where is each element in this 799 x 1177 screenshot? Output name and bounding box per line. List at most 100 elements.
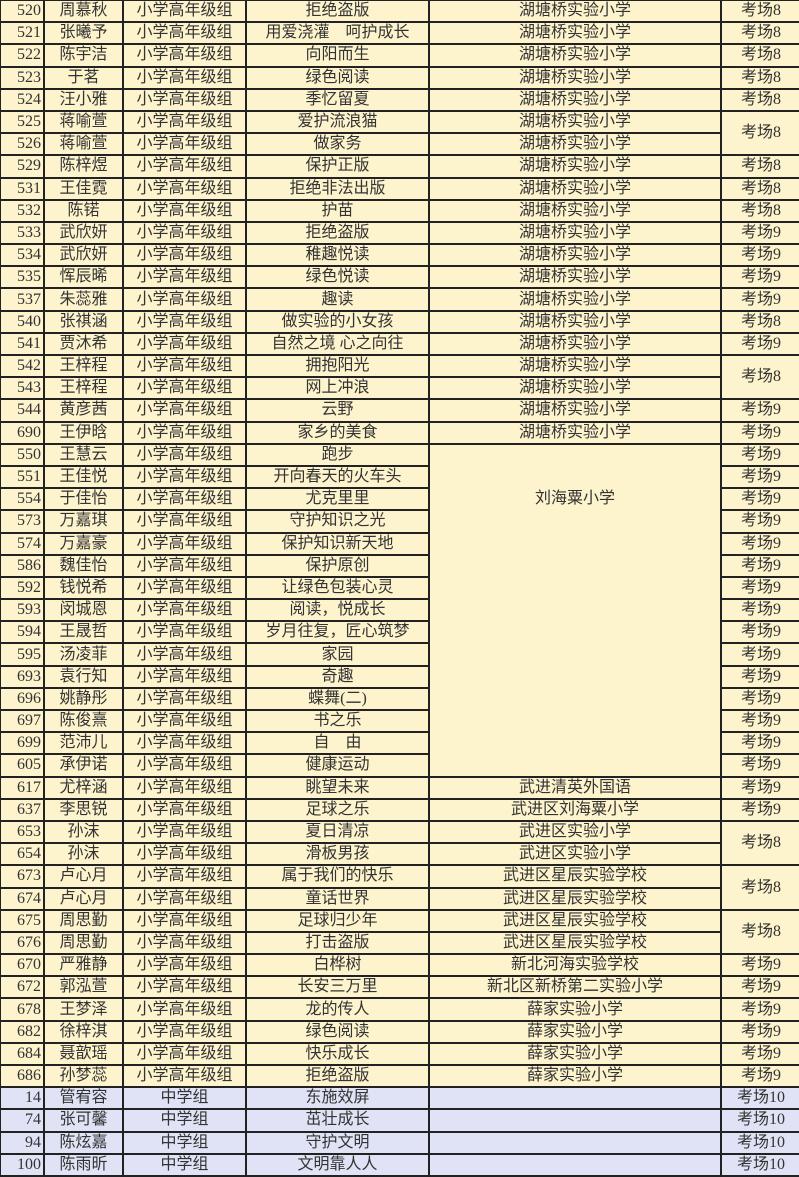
- student-name: 武欣妍: [43, 243, 124, 268]
- student-name: 魏佳怡: [43, 553, 124, 578]
- group-name: 小学高年级组: [122, 287, 247, 312]
- work-title: 足球之乐: [245, 797, 430, 822]
- student-name: 李思锐: [43, 797, 124, 822]
- table-row: 521 张曦予 小学高年级组 用爱浇灌 呵护成长 湖塘桥实验小学 考场8: [0, 21, 799, 46]
- school-name: [428, 576, 722, 600]
- exam-room: 考场8: [720, 176, 799, 201]
- entry-number: 542: [0, 353, 45, 379]
- work-title: 健康运动: [245, 753, 430, 778]
- entry-number: 586: [0, 553, 45, 578]
- group-name: 小学高年级组: [122, 132, 247, 157]
- table-row: 554 于佳怡 小学高年级组 尤克里里 刘海粟小学 考场9: [0, 487, 799, 512]
- entry-number: 637: [0, 797, 45, 822]
- exam-room: 考场8: [720, 154, 799, 179]
- table-row: 686 孙梦蕊 小学高年级组 拒绝盗版 薛家实验小学 考场9: [0, 1063, 799, 1089]
- school-name: 湖塘桥实验小学: [428, 198, 722, 223]
- student-name: 陈俊熹: [43, 708, 124, 734]
- group-name: 小学高年级组: [122, 1019, 247, 1044]
- entry-number: 540: [0, 309, 45, 334]
- group-name: 小学高年级组: [122, 420, 247, 445]
- work-title: 向阳而生: [245, 43, 430, 68]
- exam-room: 考场9: [720, 642, 799, 667]
- work-title: 云野: [245, 398, 430, 423]
- entry-number: 653: [0, 819, 45, 845]
- group-name: 小学高年级组: [122, 464, 247, 490]
- table-row: 522 陈宇洁 小学高年级组 向阳而生 湖塘桥实验小学 考场8: [0, 43, 799, 68]
- group-name: 小学高年级组: [122, 43, 247, 68]
- exam-room: 考场8: [720, 309, 799, 334]
- table-row: 574 万嘉豪 小学高年级组 保护知识新天地 考场9: [0, 531, 799, 556]
- group-name: 小学高年级组: [122, 265, 247, 290]
- exam-room: 考场10: [720, 1108, 799, 1133]
- entry-number: 541: [0, 331, 45, 357]
- work-title: 阅读，悦成长: [245, 598, 430, 623]
- group-name: 小学高年级组: [122, 154, 247, 179]
- entry-number: 534: [0, 243, 45, 268]
- group-name: 小学高年级组: [122, 797, 247, 822]
- school-name: 湖塘桥实验小学: [428, 176, 722, 201]
- work-title: 奇趣: [245, 664, 430, 689]
- table-row: 573 万嘉琪 小学高年级组 守护知识之光 考场9: [0, 509, 799, 534]
- group-name: 中学组: [122, 1152, 247, 1177]
- exam-room: 考场8: [720, 65, 799, 90]
- exam-room: 考场9: [720, 509, 799, 534]
- table-row: 697 陈俊熹 小学高年级组 书之乐 考场9: [0, 708, 799, 734]
- work-title: 眺望未来: [245, 775, 430, 800]
- student-name: 陈炫嘉: [43, 1130, 124, 1155]
- school-name: [428, 621, 722, 644]
- exam-room: 考场8: [720, 87, 799, 112]
- entry-number: 551: [0, 464, 45, 490]
- work-title: 足球归少年: [245, 908, 430, 933]
- table-row: 524 汪小雅 小学高年级组 季忆留夏 湖塘桥实验小学 考场8: [0, 87, 799, 112]
- table-row: 605 承伊诺 小学高年级组 健康运动 考场9: [0, 753, 799, 778]
- school-name: 湖塘桥实验小学: [428, 0, 722, 24]
- table-row: 637 李思锐 小学高年级组 足球之乐 武进区刘海粟小学 考场9: [0, 797, 799, 822]
- group-name: 小学高年级组: [122, 65, 247, 90]
- school-name: 薛家实验小学: [428, 1063, 722, 1089]
- group-name: 小学高年级组: [122, 243, 247, 268]
- entry-number: 693: [0, 664, 45, 689]
- exam-room: 考场8: [720, 908, 799, 956]
- work-title: 文明靠人人: [245, 1152, 430, 1177]
- exam-room: 考场8: [720, 43, 799, 68]
- school-name: 湖塘桥实验小学: [428, 287, 722, 312]
- exam-room: 考场8: [720, 21, 799, 46]
- school-name: 薛家实验小学: [428, 997, 722, 1022]
- school-name: 武进区星辰实验学校: [428, 886, 722, 911]
- work-title: 家园: [245, 642, 430, 667]
- school-name: 新北区新桥第二实验小学: [428, 975, 722, 1000]
- student-name: 王佳霓: [43, 176, 124, 201]
- student-name: 于佳怡: [43, 487, 124, 512]
- exam-room: 考场9: [720, 753, 799, 778]
- school-name: [428, 732, 722, 755]
- table-row: 544 黄彦茜 小学高年级组 云野 湖塘桥实验小学 考场9: [0, 398, 799, 423]
- table-row: 672 郭泓萱 小学高年级组 长安三万里 新北区新桥第二实验小学 考场9: [0, 975, 799, 1000]
- table-row: 684 聂歆瑶 小学高年级组 快乐成长 薛家实验小学 考场9: [0, 1041, 799, 1067]
- table-row: 550 王慧云 小学高年级组 跑步 考场9: [0, 442, 799, 467]
- work-title: 守护知识之光: [245, 509, 430, 534]
- table-row: 74 张可馨 中学组 茁壮成长 考场10: [0, 1108, 799, 1133]
- group-name: 小学高年级组: [122, 109, 247, 135]
- exam-room: 考场9: [720, 398, 799, 423]
- entry-number: 14: [0, 1086, 45, 1111]
- school-name: 湖塘桥实验小学: [428, 132, 722, 157]
- student-name: 蒋喻萱: [43, 109, 124, 135]
- work-title: 守护文明: [245, 1130, 430, 1155]
- student-name: 黄彦茜: [43, 398, 124, 423]
- student-name: 张曦予: [43, 21, 124, 46]
- exam-room: 考场8: [720, 198, 799, 223]
- school-name: 武进区实验小学: [428, 819, 722, 845]
- work-title: 拒绝盗版: [245, 220, 430, 246]
- student-name: 万嘉豪: [43, 531, 124, 556]
- exam-room: 考场9: [720, 1019, 799, 1044]
- group-name: 小学高年级组: [122, 353, 247, 379]
- group-name: 小学高年级组: [122, 731, 247, 756]
- school-name: 湖塘桥实验小学: [428, 331, 722, 357]
- entry-number: 573: [0, 509, 45, 534]
- school-name: 湖塘桥实验小学: [428, 65, 722, 90]
- exam-room: 考场10: [720, 1152, 799, 1177]
- group-name: 小学高年级组: [122, 176, 247, 201]
- school-name: 刘海粟小学: [428, 488, 722, 511]
- exam-room: 考场9: [720, 464, 799, 490]
- entry-number: 532: [0, 198, 45, 223]
